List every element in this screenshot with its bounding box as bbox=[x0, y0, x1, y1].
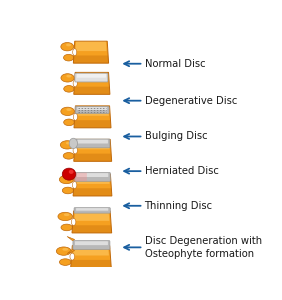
FancyBboxPatch shape bbox=[77, 140, 108, 143]
Ellipse shape bbox=[65, 176, 71, 179]
Polygon shape bbox=[67, 236, 75, 241]
FancyBboxPatch shape bbox=[75, 172, 110, 181]
Polygon shape bbox=[74, 140, 112, 161]
FancyBboxPatch shape bbox=[74, 173, 87, 181]
Ellipse shape bbox=[66, 142, 71, 145]
Polygon shape bbox=[73, 41, 109, 63]
Polygon shape bbox=[67, 250, 75, 254]
Text: Bulging Disc: Bulging Disc bbox=[144, 131, 207, 142]
Ellipse shape bbox=[70, 253, 75, 260]
Polygon shape bbox=[73, 188, 112, 196]
FancyBboxPatch shape bbox=[75, 241, 108, 245]
Text: Disc Degeneration with
Osteophyte formation: Disc Degeneration with Osteophyte format… bbox=[144, 236, 262, 259]
Ellipse shape bbox=[61, 224, 72, 231]
Text: Degenerative Disc: Degenerative Disc bbox=[144, 96, 237, 106]
FancyBboxPatch shape bbox=[77, 74, 106, 78]
Ellipse shape bbox=[56, 247, 71, 255]
Ellipse shape bbox=[61, 107, 74, 116]
Ellipse shape bbox=[71, 218, 76, 226]
Ellipse shape bbox=[66, 108, 72, 111]
FancyBboxPatch shape bbox=[76, 208, 108, 211]
Ellipse shape bbox=[64, 213, 70, 216]
Ellipse shape bbox=[63, 54, 74, 61]
Text: Normal Disc: Normal Disc bbox=[144, 59, 205, 69]
Ellipse shape bbox=[59, 175, 74, 184]
Polygon shape bbox=[73, 56, 109, 63]
Polygon shape bbox=[72, 211, 112, 233]
FancyBboxPatch shape bbox=[75, 139, 110, 148]
Polygon shape bbox=[74, 154, 112, 161]
Ellipse shape bbox=[73, 80, 77, 87]
Ellipse shape bbox=[69, 138, 78, 148]
Ellipse shape bbox=[61, 43, 74, 51]
Polygon shape bbox=[74, 120, 111, 128]
Polygon shape bbox=[72, 225, 112, 233]
Polygon shape bbox=[74, 106, 111, 128]
Ellipse shape bbox=[64, 119, 74, 126]
Ellipse shape bbox=[64, 85, 74, 92]
FancyBboxPatch shape bbox=[73, 241, 110, 249]
Text: Thinning Disc: Thinning Disc bbox=[144, 201, 213, 211]
Polygon shape bbox=[75, 175, 110, 184]
Ellipse shape bbox=[62, 168, 76, 180]
FancyBboxPatch shape bbox=[77, 173, 108, 177]
Ellipse shape bbox=[66, 75, 72, 77]
Polygon shape bbox=[73, 174, 112, 196]
Ellipse shape bbox=[73, 49, 77, 56]
Polygon shape bbox=[74, 212, 109, 221]
Polygon shape bbox=[71, 246, 111, 268]
Ellipse shape bbox=[62, 187, 74, 194]
Ellipse shape bbox=[63, 152, 74, 159]
Ellipse shape bbox=[73, 113, 78, 120]
Polygon shape bbox=[76, 106, 109, 116]
Polygon shape bbox=[73, 246, 109, 256]
FancyBboxPatch shape bbox=[74, 208, 110, 213]
Polygon shape bbox=[74, 72, 110, 94]
Ellipse shape bbox=[61, 74, 74, 82]
Ellipse shape bbox=[60, 259, 71, 266]
Ellipse shape bbox=[62, 248, 68, 251]
Polygon shape bbox=[76, 73, 108, 82]
FancyBboxPatch shape bbox=[75, 73, 108, 82]
Polygon shape bbox=[75, 42, 107, 51]
Ellipse shape bbox=[69, 170, 74, 174]
Polygon shape bbox=[71, 260, 111, 268]
FancyBboxPatch shape bbox=[75, 106, 109, 113]
Text: Herniated Disc: Herniated Disc bbox=[144, 166, 218, 176]
Ellipse shape bbox=[66, 44, 71, 46]
Ellipse shape bbox=[60, 141, 74, 149]
Ellipse shape bbox=[73, 147, 78, 154]
Polygon shape bbox=[76, 140, 109, 149]
Ellipse shape bbox=[58, 212, 72, 220]
FancyBboxPatch shape bbox=[77, 107, 107, 110]
Ellipse shape bbox=[72, 182, 77, 188]
Polygon shape bbox=[74, 87, 110, 94]
